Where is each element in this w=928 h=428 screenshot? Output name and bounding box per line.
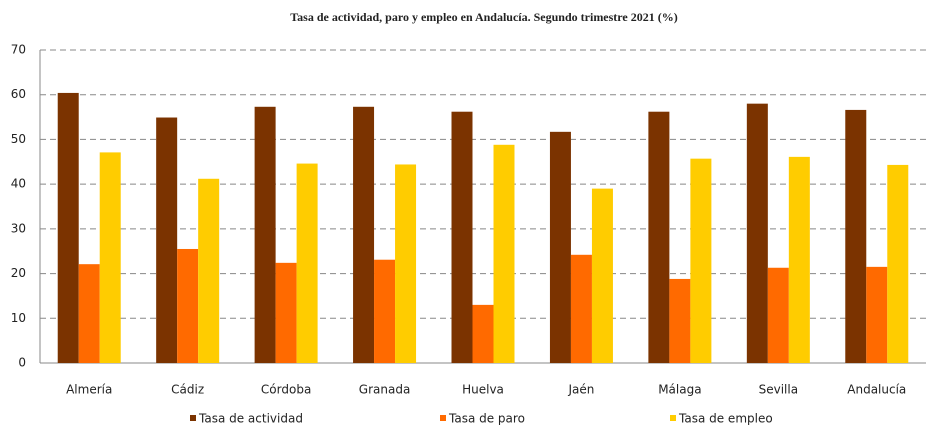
bar	[767, 267, 789, 363]
y-tick-label: 50	[11, 132, 26, 146]
bar	[275, 262, 297, 363]
bar	[296, 163, 318, 363]
bar	[374, 259, 396, 363]
legend-swatch	[190, 415, 196, 421]
bar	[99, 152, 121, 363]
bar	[198, 178, 220, 363]
x-tick-label: Jaén	[567, 383, 594, 397]
y-tick-label: 60	[11, 87, 26, 101]
bar	[177, 248, 199, 363]
bar	[353, 106, 375, 363]
y-tick-label: 30	[11, 221, 26, 235]
x-tick-label: Almería	[66, 383, 112, 397]
bar	[648, 111, 670, 363]
bar	[493, 144, 515, 363]
bar	[57, 92, 79, 363]
x-tick-label: Sevilla	[759, 383, 798, 397]
bar	[570, 254, 592, 363]
bar	[156, 117, 178, 363]
x-tick-label: Málaga	[658, 383, 701, 397]
bar	[472, 304, 494, 363]
x-tick-label: Andalucía	[847, 383, 906, 397]
chart-title: Tasa de actividad, paro y empleo en Anda…	[290, 10, 677, 24]
y-tick-label: 10	[11, 311, 26, 325]
bar	[690, 158, 712, 363]
bar	[845, 109, 867, 363]
x-tick-label: Córdoba	[261, 383, 311, 397]
bar	[788, 156, 810, 363]
x-tick-label: Huelva	[462, 383, 504, 397]
legend-swatch	[670, 415, 676, 421]
legend-swatch	[440, 415, 446, 421]
y-tick-label: 40	[11, 177, 26, 191]
legend-label: Tasa de paro	[448, 412, 525, 426]
y-tick-label: 70	[11, 43, 26, 57]
bar	[78, 264, 100, 363]
bar	[866, 266, 888, 363]
bar	[591, 188, 613, 363]
legend-label: Tasa de empleo	[678, 412, 773, 426]
x-tick-label: Cádiz	[171, 383, 204, 397]
bar	[254, 106, 276, 363]
x-tick-label: Granada	[359, 383, 411, 397]
bar	[395, 164, 417, 363]
bar	[669, 278, 691, 363]
bar	[887, 164, 909, 363]
bar	[746, 103, 768, 364]
y-tick-label: 20	[11, 266, 26, 280]
bar	[451, 111, 473, 363]
legend-label: Tasa de actividad	[198, 412, 303, 426]
bar	[549, 131, 571, 363]
y-tick-label: 0	[18, 356, 26, 370]
